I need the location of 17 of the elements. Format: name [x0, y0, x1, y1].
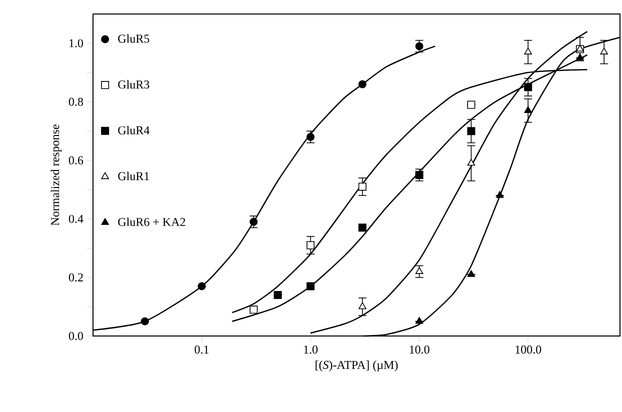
x-axis-title: [(S)-ATPA] (µM)	[316, 360, 398, 372]
x-tick-label: 1.0	[304, 346, 318, 354]
legend-label: GluR4	[118, 126, 150, 134]
legend-label: GluR6 + KA2	[118, 218, 186, 226]
y-tick-label: 0.2	[68, 273, 83, 282]
y-tick-label: 1.0	[70, 39, 84, 48]
legend-label: GluR3	[118, 80, 150, 89]
x-tick-label: 0.1	[194, 346, 209, 354]
y-axis-title: Normalized response	[50, 124, 62, 226]
y-tick-label: 0.8	[68, 98, 84, 106]
x-tick-label: 10.0	[410, 346, 430, 354]
legend-label: GluR5	[118, 34, 150, 43]
x-tick-label: 100.0	[516, 346, 542, 354]
y-tick-label: 0.4	[68, 214, 84, 223]
legend-label: GluR1	[118, 172, 149, 180]
y-tick-label: 0.0	[68, 332, 84, 340]
y-tick-label: 0.6	[68, 156, 84, 164]
